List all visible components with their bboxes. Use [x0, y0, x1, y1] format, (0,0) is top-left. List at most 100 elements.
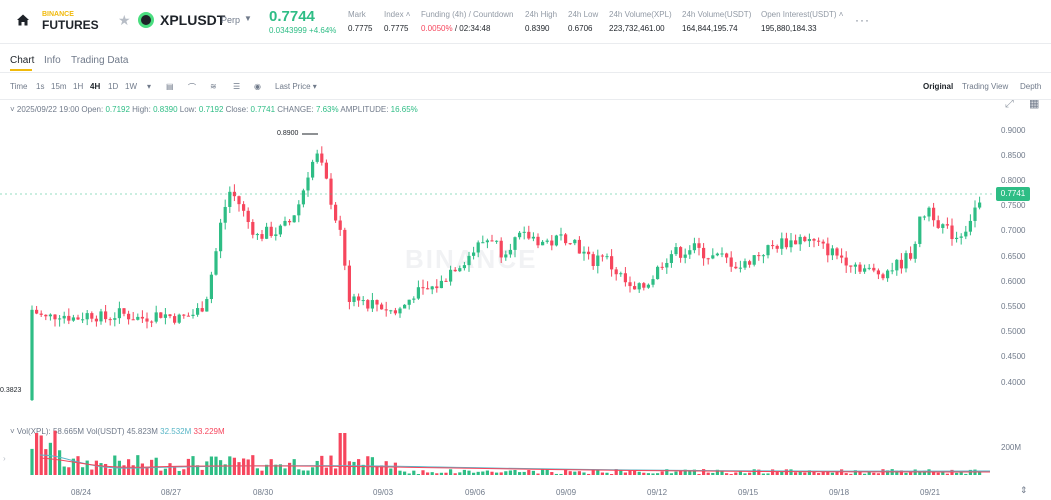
volume-bar	[784, 469, 788, 475]
candle-body	[913, 243, 917, 259]
volume-bar	[104, 463, 108, 475]
candle-body	[803, 236, 807, 242]
chart-type-icon[interactable]: ⌒	[188, 83, 196, 92]
volume-bar	[416, 473, 420, 475]
stat-24h-low: 24h Low 0.6706	[568, 10, 598, 34]
candle-body	[867, 267, 871, 269]
settings-icon[interactable]: ☰	[233, 82, 241, 91]
date-axis-label: 08/30	[253, 488, 274, 497]
collapse-icon[interactable]: ˅	[10, 427, 15, 436]
alert-icon[interactable]: ◉	[254, 82, 261, 91]
candle-body	[495, 240, 499, 242]
volume-bar	[283, 468, 287, 475]
volume-bar	[462, 469, 466, 475]
candle-body	[936, 220, 940, 228]
volume-bar	[430, 472, 434, 475]
candle-body	[306, 177, 310, 191]
volume-bar	[173, 466, 177, 475]
candle-body	[81, 319, 85, 321]
tab-info[interactable]: Info	[44, 55, 61, 66]
view-depth[interactable]: Depth	[1020, 82, 1042, 91]
volume-bar	[398, 470, 402, 475]
stat-value: 0.0050% / 02:34:48	[421, 24, 491, 33]
stat-24h-high: 24h High 0.8390	[525, 10, 557, 34]
more-options-icon[interactable]: ···	[855, 13, 870, 27]
candle-body	[794, 240, 798, 245]
candle-body	[347, 265, 351, 302]
contract-type[interactable]: Perp	[221, 15, 241, 25]
collapse-icon[interactable]: ˅	[10, 105, 15, 114]
candle-body	[853, 264, 857, 267]
stat-open-interest[interactable]: Open Interest(USDT) ˄ 195,880,184.33	[761, 10, 843, 34]
volume-bar	[803, 472, 807, 475]
date-axis-label: 09/03	[373, 488, 394, 497]
ohlc-info: ˅ 2025/09/22 19:00 Open: 0.7192 High: 0.…	[10, 105, 418, 114]
candle-body	[660, 266, 664, 268]
candlestick-chart[interactable]	[0, 118, 995, 403]
time-label: Time	[10, 82, 28, 91]
volume-chart	[30, 430, 991, 475]
candle-body	[108, 319, 112, 321]
stat-label: 24h Low	[568, 10, 599, 19]
volume-bar	[44, 449, 48, 475]
stat-value: 195,880,184.33	[761, 24, 817, 33]
candle-body	[269, 226, 273, 236]
candle-body	[821, 241, 825, 244]
volume-bar	[251, 455, 255, 475]
view-trading-view[interactable]: Trading View	[962, 82, 1009, 91]
binance-futures-logo[interactable]: BINANCE FUTURES	[42, 11, 106, 32]
interval-1h[interactable]: 1H	[73, 82, 84, 91]
candle-body	[784, 238, 788, 248]
volume-bar	[76, 456, 80, 475]
volume-ma-line	[39, 457, 991, 473]
candle-body	[186, 315, 190, 317]
candle-body	[531, 236, 535, 239]
tab-trading-data[interactable]: Trading Data	[71, 55, 129, 66]
interval-1d[interactable]: 1D	[108, 82, 119, 91]
stat-label: 24h High	[525, 10, 558, 19]
candle-body	[76, 317, 80, 320]
candle-body	[163, 314, 167, 318]
interval-dropdown-icon[interactable]: ▾	[147, 82, 152, 91]
candle-body	[357, 296, 361, 301]
candle-body	[278, 225, 282, 235]
candle-body	[665, 262, 669, 268]
volume-bar	[830, 472, 834, 475]
layout-grid-icon[interactable]: ▦	[1029, 98, 1040, 110]
interval-1s[interactable]: 1s	[36, 82, 45, 91]
candle-body	[182, 314, 186, 316]
candle-body	[476, 242, 480, 253]
volume-bar	[743, 473, 747, 475]
volume-bar	[508, 470, 512, 475]
candle-body	[113, 318, 117, 320]
volume-bar	[849, 473, 853, 475]
calendar-icon[interactable]: ▤	[166, 82, 174, 91]
home-icon[interactable]	[16, 13, 30, 27]
price-type-select[interactable]: Last Price ▾	[275, 82, 317, 91]
stat-index[interactable]: Index ˄ 0.7775	[384, 10, 410, 34]
interval-15m[interactable]: 15m	[51, 82, 67, 91]
expand-icon[interactable]: ⤢	[1005, 98, 1014, 110]
favorite-star-icon[interactable]: ★	[118, 12, 131, 28]
indicators-icon[interactable]: ≋	[210, 82, 217, 91]
volume-bar	[513, 470, 517, 475]
candle-body	[71, 317, 75, 321]
interval-1w[interactable]: 1W	[125, 82, 137, 91]
candle-body	[748, 261, 752, 265]
fit-icon[interactable]: ⇕	[1020, 485, 1028, 495]
interval-4h[interactable]: 4H	[90, 82, 101, 91]
candle-body	[711, 255, 715, 259]
price-axis-tick: 0.5500	[1001, 302, 1026, 311]
candle-body	[140, 316, 144, 319]
chevron-down-icon[interactable]: ▼	[244, 14, 252, 23]
volume-bar	[936, 472, 940, 475]
candle-body	[283, 220, 287, 226]
view-original[interactable]: Original	[923, 82, 954, 91]
candle-body	[375, 300, 379, 305]
candle-body	[311, 161, 315, 178]
symbol-name[interactable]: XPLUSDT	[160, 12, 226, 28]
side-arrow-icon[interactable]: ›	[3, 454, 6, 463]
volume-bar	[761, 473, 765, 475]
volume-bar	[255, 468, 259, 475]
tab-chart[interactable]: Chart	[10, 55, 35, 66]
